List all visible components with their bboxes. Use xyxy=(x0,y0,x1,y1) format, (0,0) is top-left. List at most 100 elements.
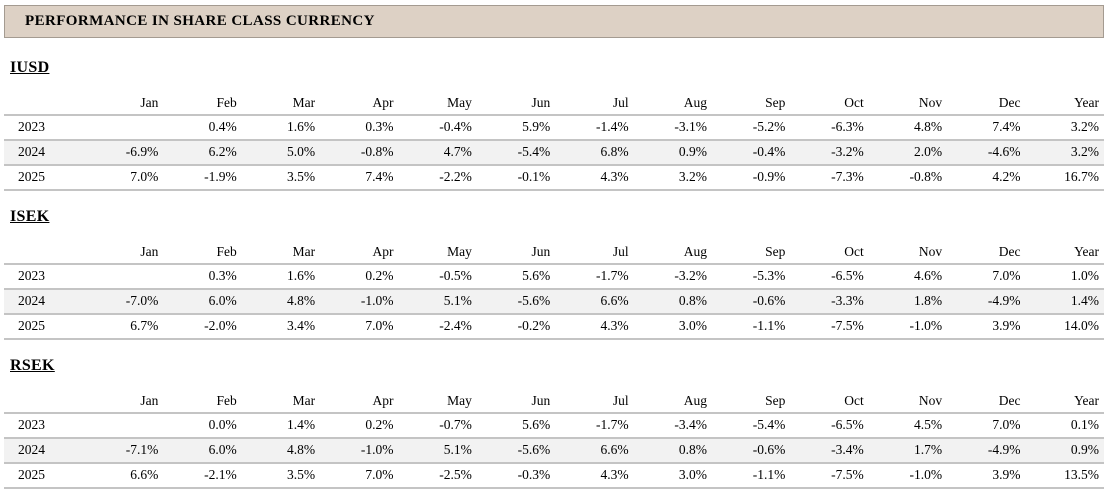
value-cell xyxy=(85,413,164,439)
table-row: 2023 0.3% 1.6% 0.2% -0.5% 5.6% -1.7% -3.2% -5.3%… xyxy=(4,264,1104,290)
column-header: Jan xyxy=(85,243,164,265)
column-header: Jun xyxy=(476,94,556,116)
value-cell: 0.0% xyxy=(163,413,242,439)
column-header: Feb xyxy=(163,94,242,116)
value-cell: -1.0% xyxy=(320,289,399,315)
value-cell: -7.5% xyxy=(790,314,869,340)
column-header: Feb xyxy=(163,243,242,265)
row-label-header xyxy=(4,94,85,116)
value-cell: -3.1% xyxy=(633,115,712,141)
value-cell: -0.6% xyxy=(712,289,791,315)
value-cell: -3.4% xyxy=(633,413,712,439)
column-header: Jan xyxy=(85,392,164,414)
column-header: Feb xyxy=(163,392,242,414)
value-cell: -1.7% xyxy=(555,413,634,439)
table-row: 2025 7.0% -1.9% 3.5% 7.4% -2.2% -0.1% 4.3% 3.2% -… xyxy=(4,165,1104,191)
column-header-row: Jan Feb Mar Apr May Jun Jul Aug Sep Oct Nov Dec Year xyxy=(4,94,1104,116)
column-header: Mar xyxy=(241,243,321,265)
value-cell: 3.9% xyxy=(947,314,1026,340)
value-cell: -7.0% xyxy=(85,289,164,315)
value-cell: 0.2% xyxy=(320,264,399,290)
value-cell: -2.2% xyxy=(398,165,477,191)
value-cell: 1.8% xyxy=(868,289,948,315)
value-cell: -3.2% xyxy=(633,264,712,290)
value-cell: 5.1% xyxy=(398,289,477,315)
value-cell: -0.4% xyxy=(712,140,791,166)
column-header: Apr xyxy=(320,94,399,116)
column-header: Dec xyxy=(947,392,1026,414)
value-cell: 13.5% xyxy=(1025,463,1104,489)
value-cell xyxy=(85,264,164,290)
value-cell: -2.1% xyxy=(163,463,242,489)
year-label: 2024 xyxy=(4,140,85,166)
column-header: Dec xyxy=(947,243,1026,265)
value-cell: -0.1% xyxy=(476,165,556,191)
value-cell: 5.6% xyxy=(476,413,556,439)
value-cell: -7.5% xyxy=(790,463,869,489)
column-header: Jul xyxy=(555,243,634,265)
value-cell: 7.0% xyxy=(947,264,1026,290)
value-cell: 4.6% xyxy=(868,264,948,290)
value-cell: 7.0% xyxy=(320,314,399,340)
value-cell: 6.7% xyxy=(85,314,164,340)
column-header: Sep xyxy=(712,94,791,116)
value-cell: 4.7% xyxy=(398,140,477,166)
value-cell: -0.2% xyxy=(476,314,556,340)
column-header: Sep xyxy=(712,392,791,414)
value-cell: 14.0% xyxy=(1025,314,1104,340)
year-label: 2023 xyxy=(4,264,85,290)
column-header: May xyxy=(398,392,477,414)
value-cell: 6.6% xyxy=(85,463,164,489)
value-cell: 7.4% xyxy=(947,115,1026,141)
value-cell: -0.8% xyxy=(868,165,948,191)
share-class-heading: RSEK xyxy=(10,357,55,374)
performance-table: Jan Feb Mar Apr May Jun Jul Aug Sep Oct Nov Dec Year… xyxy=(4,392,1104,489)
value-cell: -6.3% xyxy=(790,115,869,141)
year-label: 2025 xyxy=(4,165,85,191)
value-cell: -2.0% xyxy=(163,314,242,340)
value-cell: 3.2% xyxy=(633,165,712,191)
column-header: Jul xyxy=(555,94,634,116)
value-cell: 4.2% xyxy=(947,165,1026,191)
value-cell: 1.6% xyxy=(241,264,321,290)
year-label: 2024 xyxy=(4,289,85,315)
value-cell: 16.7% xyxy=(1025,165,1104,191)
column-header: May xyxy=(398,94,477,116)
value-cell: 7.0% xyxy=(85,165,164,191)
value-cell: -1.7% xyxy=(555,264,634,290)
value-cell: 4.8% xyxy=(868,115,948,141)
value-cell: 5.0% xyxy=(241,140,321,166)
value-cell: 4.3% xyxy=(555,314,634,340)
value-cell: 2.0% xyxy=(868,140,948,166)
column-header: Jun xyxy=(476,392,556,414)
value-cell: -4.6% xyxy=(947,140,1026,166)
value-cell: 3.0% xyxy=(633,463,712,489)
column-header: Sep xyxy=(712,243,791,265)
value-cell: 5.9% xyxy=(476,115,556,141)
value-cell: -1.1% xyxy=(712,463,791,489)
value-cell: 0.9% xyxy=(633,140,712,166)
value-cell: 0.8% xyxy=(633,289,712,315)
column-header: Dec xyxy=(947,94,1026,116)
value-cell: -1.0% xyxy=(868,314,948,340)
value-cell: -3.3% xyxy=(790,289,869,315)
value-cell: -0.8% xyxy=(320,140,399,166)
value-cell: -5.4% xyxy=(712,413,791,439)
column-header: Mar xyxy=(241,392,321,414)
year-label: 2025 xyxy=(4,314,85,340)
value-cell: -2.5% xyxy=(398,463,477,489)
value-cell xyxy=(85,115,164,141)
column-header: Mar xyxy=(241,94,321,116)
value-cell: -0.7% xyxy=(398,413,477,439)
value-cell: 0.1% xyxy=(1025,413,1104,439)
share-class-heading: IUSD xyxy=(10,59,50,76)
value-cell: -6.5% xyxy=(790,264,869,290)
value-cell: 3.9% xyxy=(947,463,1026,489)
column-header: Nov xyxy=(868,94,948,116)
value-cell: -0.5% xyxy=(398,264,477,290)
value-cell: 5.6% xyxy=(476,264,556,290)
column-header: Nov xyxy=(868,392,948,414)
row-label-header xyxy=(4,392,85,414)
table-row: 2023 0.4% 1.6% 0.3% -0.4% 5.9% -1.4% -3.1% -5.2%… xyxy=(4,115,1104,141)
share-class-section: IUSD Jan Feb Mar Apr May Jun Jul Aug Sep Oct Nov De… xyxy=(0,59,1108,191)
